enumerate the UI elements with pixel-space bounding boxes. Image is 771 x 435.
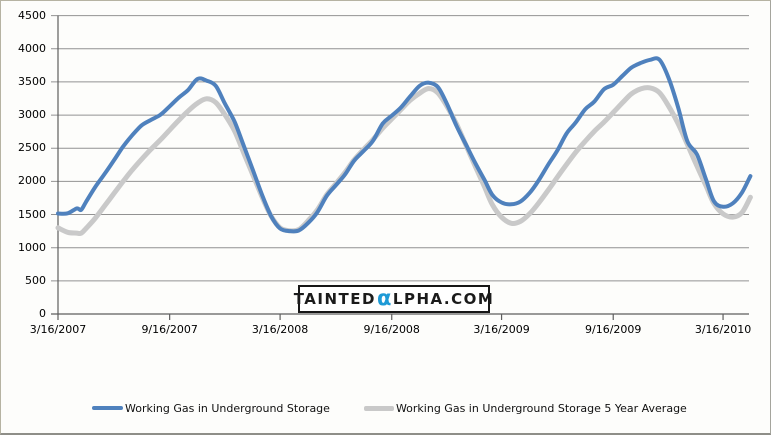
watermark-suffix: LPHA.COM: [392, 290, 495, 308]
legend: Working Gas in Underground Storage Worki…: [1, 398, 770, 418]
x-axis-tick-label: 3/16/2008: [251, 323, 309, 336]
legend-line-sample-blue: [92, 406, 123, 410]
y-axis-tick-label: 4000: [18, 41, 46, 55]
legend-line-sample-gray: [363, 405, 394, 411]
y-axis-tick-label: 2500: [18, 141, 46, 155]
y-axis-tick-label: 1000: [18, 240, 46, 254]
y-axis-tick-label: 2000: [18, 174, 46, 188]
y-axis-tick-label: 3000: [18, 108, 46, 122]
x-axis-tick-label: 9/16/2007: [141, 323, 198, 336]
legend-item-actual: Working Gas in Underground Storage: [92, 402, 330, 415]
y-axis-tick-label: 4500: [18, 8, 46, 22]
series-line-5yr-average: [55, 85, 753, 237]
watermark: TAINTED α LPHA.COM: [294, 285, 493, 313]
y-axis-tick-label: 1500: [18, 207, 46, 221]
y-axis-tick-label: 3500: [18, 74, 46, 88]
x-axis-tick-label: 3/16/2010: [694, 323, 752, 336]
legend-label-actual: Working Gas in Underground Storage: [125, 401, 330, 415]
series-line-actual: [56, 56, 753, 234]
legend-label-average: Working Gas in Underground Storage 5 Yea…: [395, 401, 687, 415]
x-axis-tick-label: 9/16/2009: [585, 323, 642, 336]
y-axis-tick-label: 0: [39, 307, 46, 320]
x-axis-tick-label: 3/16/2009: [473, 323, 530, 336]
x-axis-tick-label: 3/16/2007: [29, 323, 87, 336]
x-axis-tick-label: 9/16/2008: [363, 323, 420, 336]
watermark-prefix: TAINTED: [293, 290, 376, 308]
legend-item-average: Working Gas in Underground Storage 5 Yea…: [363, 401, 687, 415]
y-axis-tick-label: 500: [25, 273, 46, 287]
watermark-alpha-symbol: α: [376, 286, 393, 310]
